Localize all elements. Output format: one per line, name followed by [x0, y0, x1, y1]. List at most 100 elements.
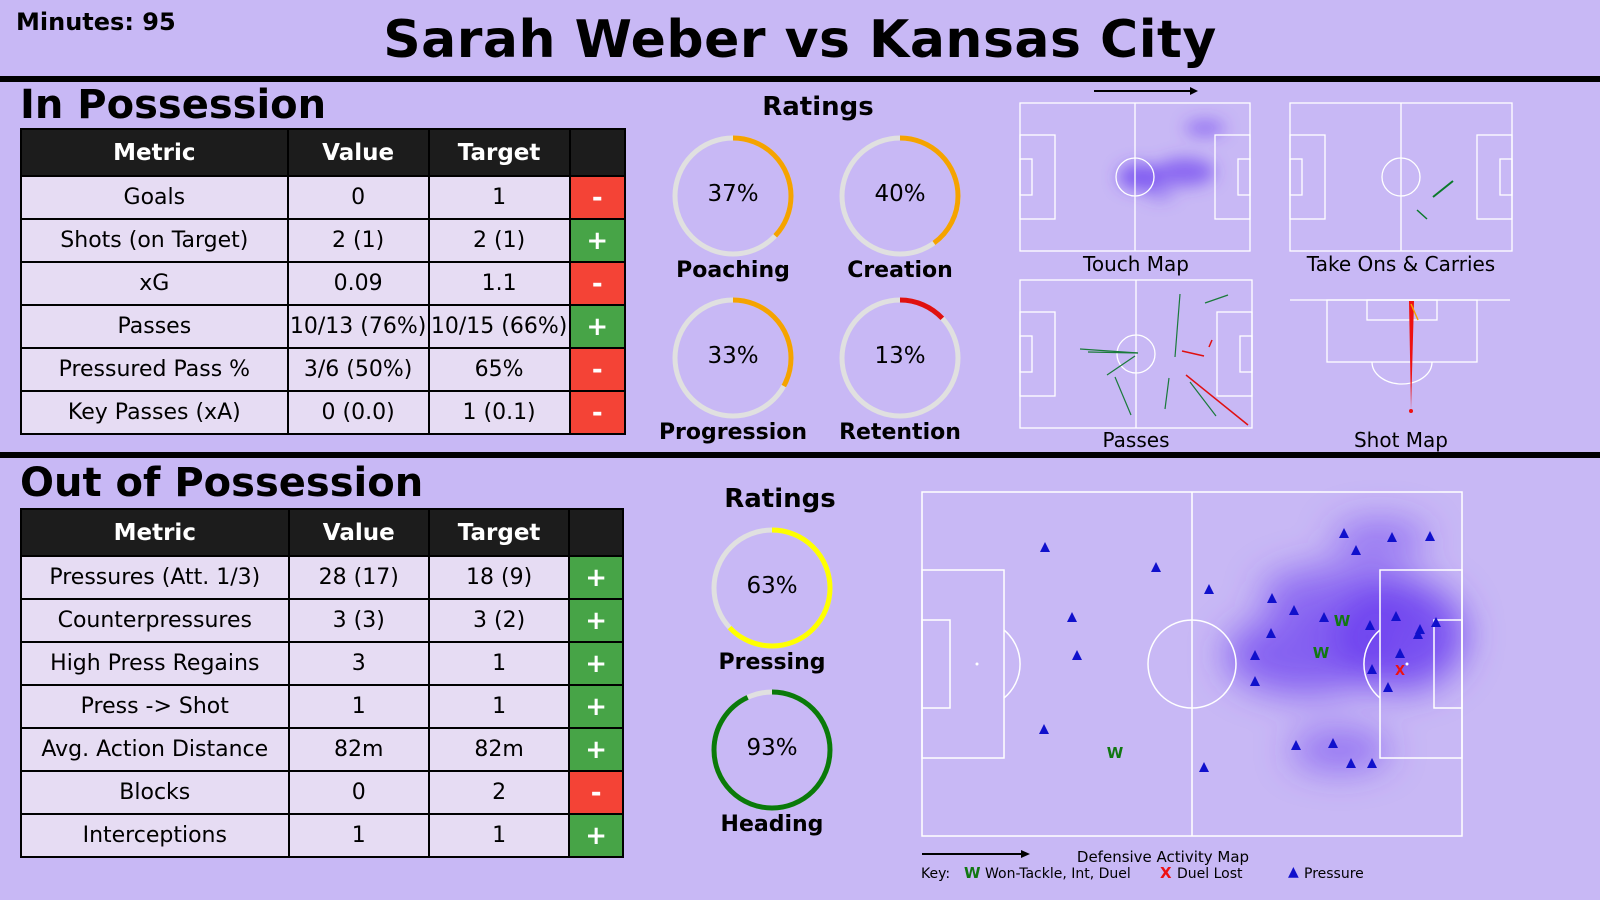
pressure-marker [1250, 676, 1260, 686]
rating-ring-arc [672, 297, 794, 419]
cell-target: 2 [427, 770, 571, 815]
pressure-marker [1367, 664, 1377, 674]
rating-value: 33% [707, 343, 759, 369]
shot-map-label: Shot Map [1353, 428, 1448, 452]
won-marker: W [1334, 612, 1351, 630]
pressure-marker [1351, 545, 1361, 555]
defensive-map-label: Defensive Activity Map [1076, 848, 1250, 866]
cell-metric: Interceptions [20, 813, 290, 858]
pressure-marker [1291, 740, 1301, 750]
pressure-marker [1266, 628, 1276, 638]
pressure-marker [1367, 758, 1377, 768]
section-divider [0, 452, 1600, 458]
cell-value: 3/6 (50%) [286, 347, 430, 392]
cell-status: + [568, 641, 624, 686]
take-ons-label: Take Ons & Carries [1306, 252, 1496, 276]
shot-map [1290, 299, 1510, 413]
pressure-marker [1040, 542, 1050, 552]
col-target: Target [427, 128, 571, 177]
rating-label: Pressing [718, 650, 826, 675]
cell-value: 3 (3) [287, 598, 430, 643]
pressure-marker [1072, 650, 1082, 660]
key-pressure-text: Pressure [1304, 866, 1364, 882]
table-row: High Press Regains 3 1 + [20, 641, 624, 686]
defensive-pitch [921, 491, 1463, 837]
col-value: Value [287, 508, 430, 557]
pressure-marker [1199, 762, 1209, 772]
cell-value: 0 [287, 770, 430, 815]
cell-status: - [568, 390, 627, 435]
col-metric: Metric [20, 508, 290, 557]
table-row: Pressures (Att. 1/3) 28 (17) 18 (9) + [20, 555, 624, 600]
pressure-marker [1387, 532, 1397, 542]
cell-status: - [568, 347, 627, 392]
header-divider [0, 76, 1600, 82]
attack-direction-arrow [1094, 87, 1198, 95]
pressure-marker [1267, 593, 1277, 603]
pressure-marker [1391, 611, 1401, 621]
rating-value: 40% [874, 181, 926, 207]
cell-value: 82m [287, 727, 430, 772]
key-label: Key: [921, 866, 951, 882]
cell-status: - [568, 770, 624, 815]
table-row: Blocks 0 2- [20, 770, 624, 815]
col-status [568, 508, 624, 557]
cell-target: 3 (2) [427, 598, 571, 643]
col-target: Target [427, 508, 571, 557]
key-won-symbol: W [964, 864, 981, 882]
pressure-marker [1204, 584, 1214, 594]
pressure-marker [1151, 562, 1161, 572]
cell-metric: Goals [20, 175, 289, 220]
pressure-marker [1289, 605, 1299, 615]
cell-value: 28 (17) [287, 555, 430, 600]
cell-target: 2 (1) [427, 218, 571, 263]
key-won-text: Won-Tackle, Int, Duel [985, 866, 1131, 882]
cell-value: 1 [287, 813, 430, 858]
rating-label: Retention [839, 420, 961, 445]
pressure-marker [1431, 617, 1441, 627]
passes-map [1019, 279, 1253, 429]
cell-target: 82m [427, 727, 571, 772]
pressure-marker [1425, 531, 1435, 541]
cell-status: + [568, 598, 624, 643]
cell-status: + [568, 304, 627, 349]
cell-value: 10/13 (76%) [286, 304, 430, 349]
rating-ring-arc [711, 527, 833, 649]
pressure-marker [1395, 648, 1405, 658]
won-marker: W [1107, 744, 1124, 762]
table-row: Press -> Shot 1 1 + [20, 684, 624, 729]
cell-metric: Avg. Action Distance [20, 727, 290, 772]
won-markers: W W W [1107, 612, 1351, 762]
rating-ring [672, 297, 794, 419]
rating-ring-arc [672, 135, 794, 257]
table-row: Counterpressures 3 (3) 3 (2) + [20, 598, 624, 643]
cell-value: 2 (1) [286, 218, 430, 263]
pressure-marker [1067, 612, 1077, 622]
touch-map-label: Touch Map [1083, 252, 1189, 276]
table-row: Avg. Action Distance 82m 82m + [20, 727, 624, 772]
cell-value: 0.09 [286, 261, 430, 306]
in-possession-title: In Possession [20, 82, 327, 128]
rating-ring [711, 527, 833, 649]
cell-status: + [568, 684, 624, 729]
rating-ring [839, 135, 961, 257]
rating-ring [839, 297, 961, 419]
rating-value: 93% [746, 735, 798, 761]
cell-target: 1.1 [427, 261, 571, 306]
cell-status: + [568, 218, 627, 263]
table-row: Passes 10/13 (76%) 10/15 (66%) + [20, 304, 627, 349]
col-metric: Metric [20, 128, 289, 177]
touch-heat [1118, 120, 1225, 200]
cell-target: 1 [427, 641, 571, 686]
out-of-possession-title: Out of Possession [20, 460, 424, 506]
cell-metric: Blocks [20, 770, 290, 815]
passes-map-label: Passes [1102, 428, 1170, 452]
cell-metric: Shots (on Target) [20, 218, 289, 263]
col-value: Value [286, 128, 430, 177]
table-row: Key Passes (xA) 0 (0.0) 1 (0.1) - [20, 390, 627, 435]
pressure-marker [1365, 620, 1375, 630]
cell-target: 10/15 (66%) [427, 304, 571, 349]
rating-value: 63% [746, 573, 798, 599]
cell-metric: Pressures (Att. 1/3) [20, 555, 290, 600]
cell-target: 1 [427, 175, 571, 220]
